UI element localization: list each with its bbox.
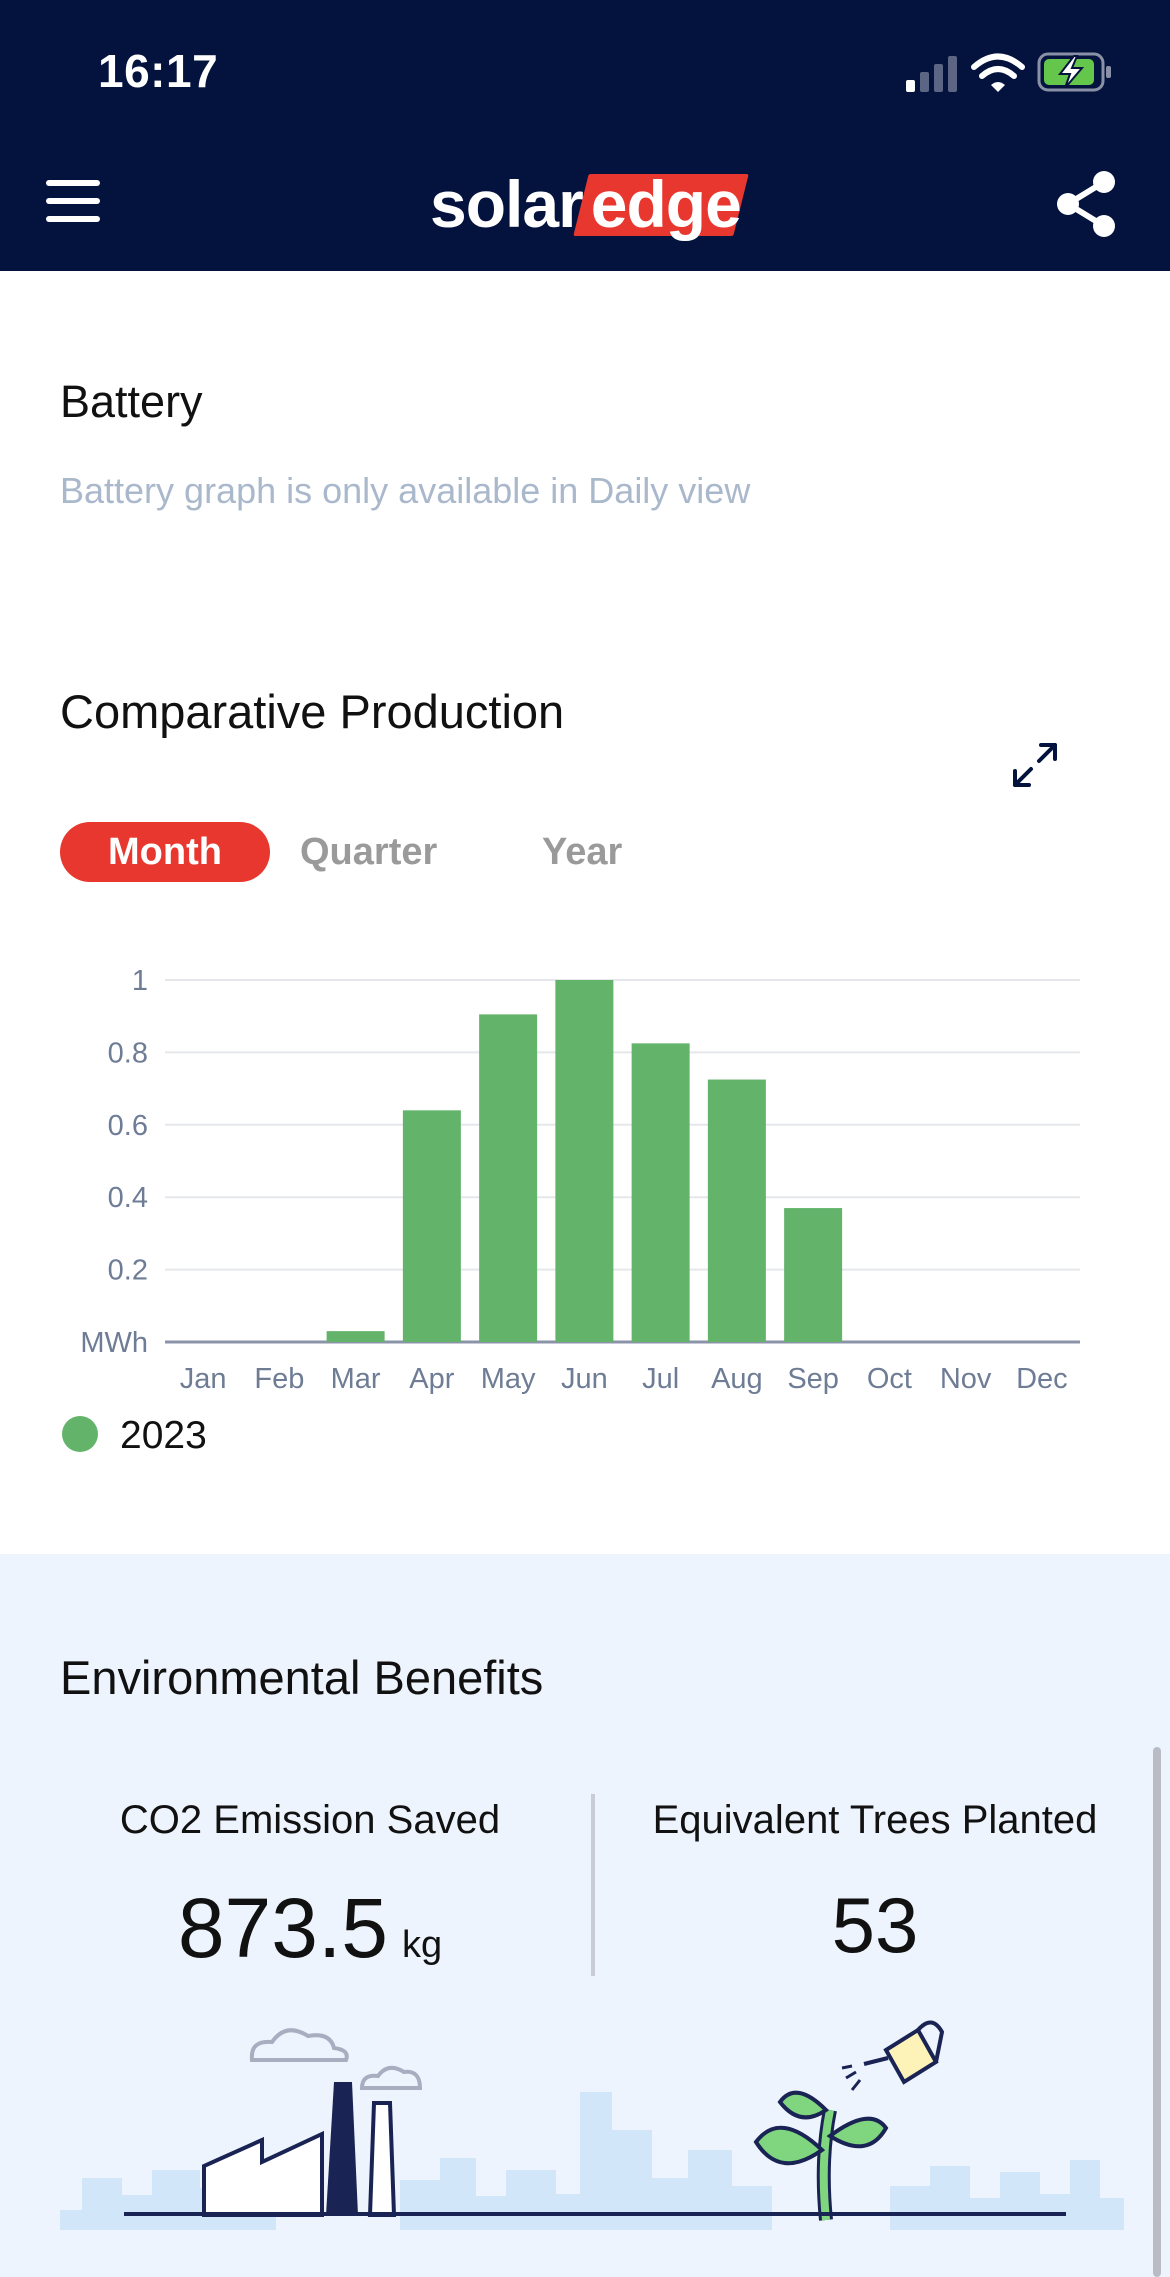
x-tick-may: May	[481, 1363, 536, 1395]
x-tick-feb: Feb	[254, 1363, 304, 1395]
environment-illustration	[60, 2020, 1124, 2230]
co2-emission-value: 873.5 kg	[60, 1880, 560, 1977]
bar-aug[interactable]	[707, 1079, 766, 1342]
trees-planted-value: 53	[831, 1881, 919, 1969]
cloud-icon	[249, 2028, 423, 2090]
city-skyline-graphic	[60, 2092, 1124, 2230]
tab-year[interactable]: Year	[542, 831, 623, 873]
y-tick-label: 0.4	[108, 1182, 148, 1214]
factory-icon	[202, 2082, 397, 2217]
y-tick-label: 0.8	[108, 1037, 148, 1069]
cellular-signal-icon	[906, 56, 957, 92]
legend-marker-2023	[62, 1416, 98, 1452]
status-time: 16:17	[98, 45, 219, 97]
x-tick-jul: Jul	[642, 1363, 679, 1395]
x-tick-jan: Jan	[180, 1363, 227, 1395]
x-tick-aug: Aug	[711, 1363, 763, 1395]
legend-label-2023: 2023	[120, 1414, 207, 1457]
bar-mar[interactable]	[326, 1331, 385, 1342]
battery-section-title: Battery	[60, 376, 203, 427]
x-tick-mar: Mar	[331, 1363, 381, 1395]
comparative-production-title: Comparative Production	[60, 685, 565, 738]
plant-icon	[753, 2090, 889, 2221]
y-tick-label: 0.2	[108, 1255, 148, 1287]
share-icon[interactable]	[1054, 170, 1118, 238]
co2-emission-label: CO2 Emission Saved	[119, 1798, 501, 1842]
x-tick-nov: Nov	[940, 1363, 992, 1395]
tab-month[interactable]: Month	[60, 822, 270, 882]
bar-sep[interactable]	[784, 1208, 843, 1342]
hamburger-menu-icon[interactable]	[46, 180, 102, 224]
battery-unavailable-note: Battery graph is only available in Daily…	[60, 470, 751, 511]
x-tick-dec: Dec	[1016, 1363, 1068, 1395]
x-tick-sep: Sep	[787, 1363, 839, 1395]
watering-can-icon	[841, 2020, 945, 2091]
x-tick-jun: Jun	[561, 1363, 608, 1395]
solaredge-logo: solar edge	[430, 166, 749, 241]
logo-text-edge: edge	[590, 167, 742, 241]
expand-icon[interactable]	[1010, 740, 1060, 790]
battery-charging-icon	[1037, 52, 1111, 92]
logo-text-solar: solar	[430, 167, 584, 241]
co2-value-number: 873.5	[177, 1881, 389, 1975]
bar-jun[interactable]	[555, 980, 614, 1342]
x-tick-apr: Apr	[409, 1363, 454, 1395]
trees-planted-label: Equivalent Trees Planted	[652, 1798, 1098, 1842]
bar-apr[interactable]	[402, 1110, 461, 1342]
environmental-benefits-title: Environmental Benefits	[60, 1651, 544, 1704]
x-tick-oct: Oct	[867, 1363, 912, 1395]
scrollbar-thumb[interactable]	[1153, 1747, 1161, 2277]
tab-quarter[interactable]: Quarter	[300, 831, 438, 873]
bar-jul[interactable]	[631, 1043, 690, 1342]
y-tick-label: 1	[132, 965, 148, 997]
bar-may[interactable]	[479, 1014, 538, 1342]
y-tick-label: 0.6	[108, 1110, 148, 1142]
y-tick-label: MWh	[80, 1327, 148, 1359]
wifi-icon	[971, 53, 1025, 92]
co2-value-unit: kg	[402, 1924, 443, 1966]
production-bar-chart: MWh 0.2 0.4 0.6 0.8 1 Jan Feb Mar Apr May Jun Jul Aug…	[80, 965, 1080, 1395]
benefits-divider	[591, 1794, 595, 1976]
